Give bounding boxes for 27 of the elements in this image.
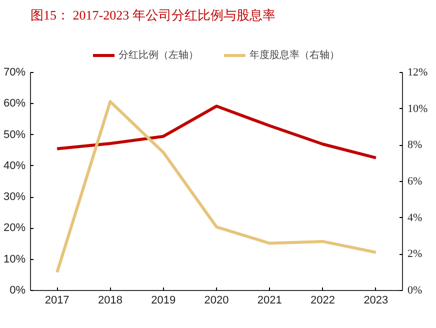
y2-tick-label: 12% bbox=[408, 66, 428, 78]
y2-tick-label: 8% bbox=[408, 139, 422, 152]
x-tick-label: 2022 bbox=[310, 294, 336, 306]
y2-tick-label: 10% bbox=[408, 102, 428, 115]
legend-label: 年度股息率（右轴） bbox=[250, 48, 340, 62]
y2-tick-label: 0% bbox=[408, 284, 422, 296]
line-series bbox=[56, 100, 378, 274]
x-tick-label: 2018 bbox=[98, 294, 122, 306]
y-tick-label: 40% bbox=[3, 160, 26, 172]
y-tick-label: 30% bbox=[3, 191, 26, 204]
x-tick-label: 2019 bbox=[151, 294, 176, 306]
y-tick-label: 70% bbox=[3, 66, 26, 78]
x-tick-label: 2017 bbox=[44, 294, 70, 306]
chart-title: 图15： 2017-2023 年公司分红比例与股息率 bbox=[30, 8, 276, 22]
y2-tick-label: 4% bbox=[408, 212, 422, 224]
x-tick-label: 2021 bbox=[257, 294, 282, 306]
legend-label: 分红比例（左轴） bbox=[118, 48, 198, 62]
y2-tick-label: 6% bbox=[408, 176, 422, 188]
y-tick-label: 60% bbox=[3, 98, 26, 110]
x-tick-label: 2020 bbox=[204, 294, 229, 306]
y-tick-label: 20% bbox=[3, 222, 26, 234]
y-tick-label: 0% bbox=[10, 284, 26, 296]
x-tick-label: 2023 bbox=[364, 294, 388, 306]
y-tick-label: 50% bbox=[3, 128, 26, 141]
y2-tick-label: 2% bbox=[408, 248, 422, 260]
y-tick-label: 10% bbox=[3, 253, 26, 266]
line-series bbox=[56, 104, 378, 160]
